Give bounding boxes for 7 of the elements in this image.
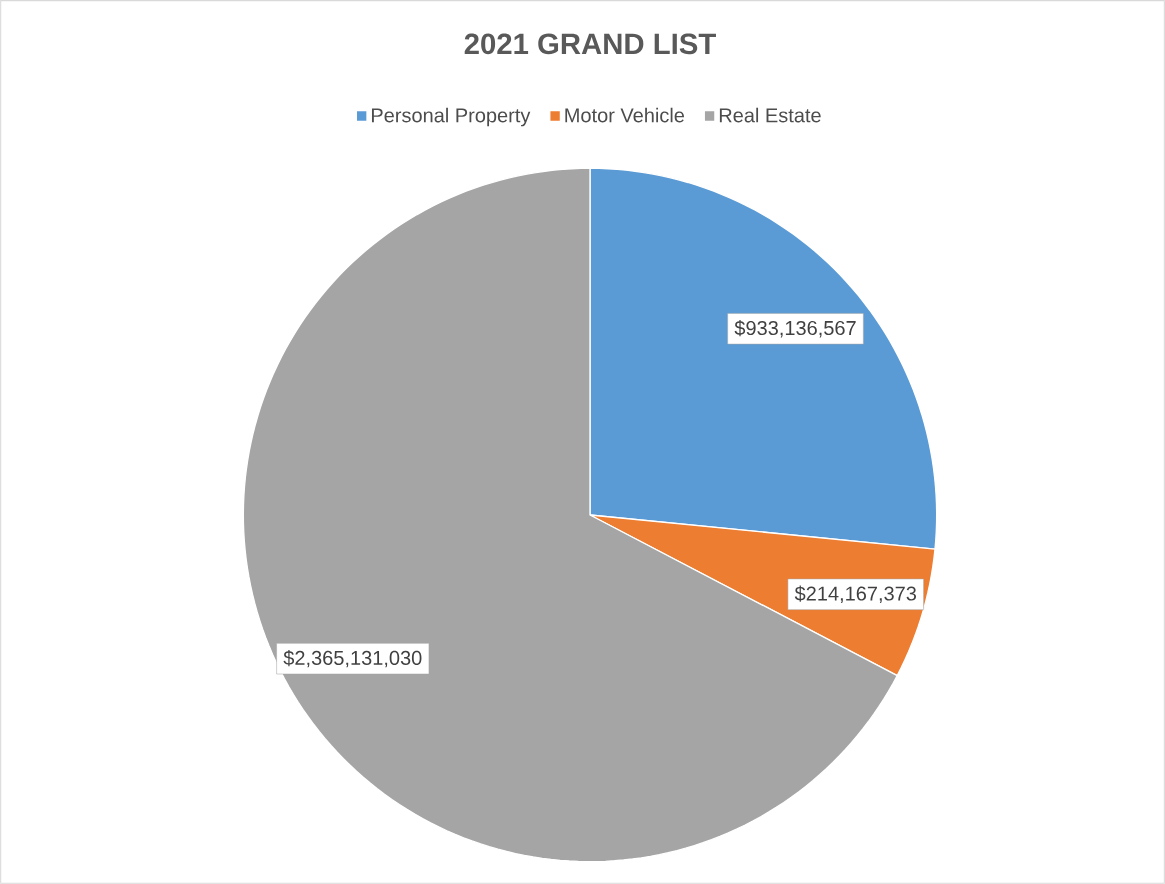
data-label: $933,136,567: [734, 320, 856, 338]
data-label: $214,167,373: [794, 585, 917, 603]
legend-label: Motor Vehicle: [565, 107, 685, 123]
data-label: $2,365,131,030: [283, 650, 422, 668]
legend-label: Real Estate: [719, 107, 821, 123]
legend-label: Personal Property: [371, 107, 531, 127]
chart-title: 2021 GRAND LIST: [464, 33, 716, 55]
